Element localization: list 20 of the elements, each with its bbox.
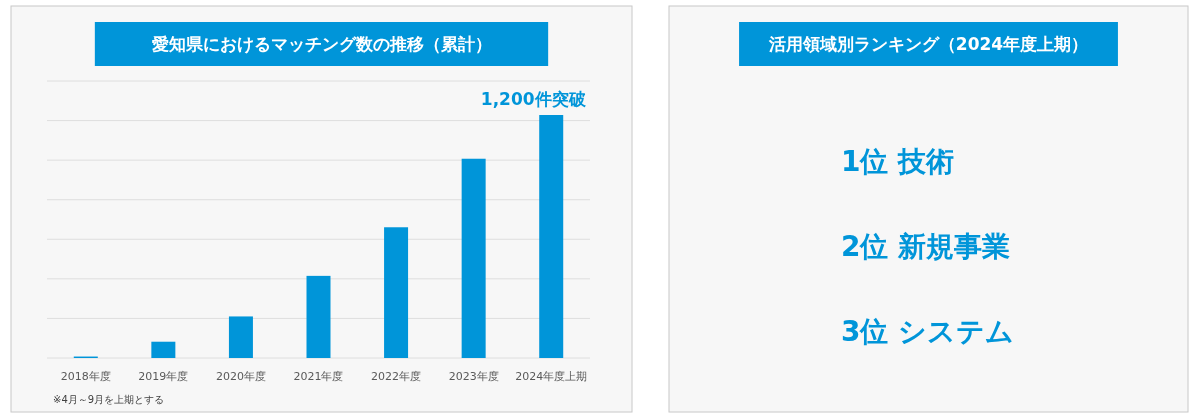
- x-tick-label: 2024年度上期: [515, 370, 588, 383]
- x-tick-label: 2023年度: [448, 370, 499, 383]
- x-tick-label: 2021年度: [293, 370, 344, 383]
- bar: [539, 115, 564, 358]
- bar: [384, 227, 409, 358]
- annotation: 1,200件突破: [480, 89, 587, 109]
- text: 1位 技術: [841, 145, 955, 178]
- x-tick-label: 2022年度: [371, 370, 422, 383]
- text: 活用領域別ランキング（2024年度上期）: [767, 34, 1089, 54]
- x-tick-label: 2020年度: [215, 370, 266, 383]
- bar: [228, 316, 253, 358]
- text: 2位 新規事業: [841, 230, 1011, 263]
- bar: [461, 158, 486, 358]
- bar: [306, 275, 331, 358]
- text: ※4月～9月を上期とする: [53, 394, 165, 405]
- bar: [151, 341, 176, 358]
- chart-title: 愛知県におけるマッチング数の推移（累計）: [151, 34, 492, 54]
- text: 3位 システム: [841, 315, 1015, 348]
- x-tick-label: 2019年度: [138, 370, 189, 383]
- x-tick-label: 2018年度: [60, 370, 111, 383]
